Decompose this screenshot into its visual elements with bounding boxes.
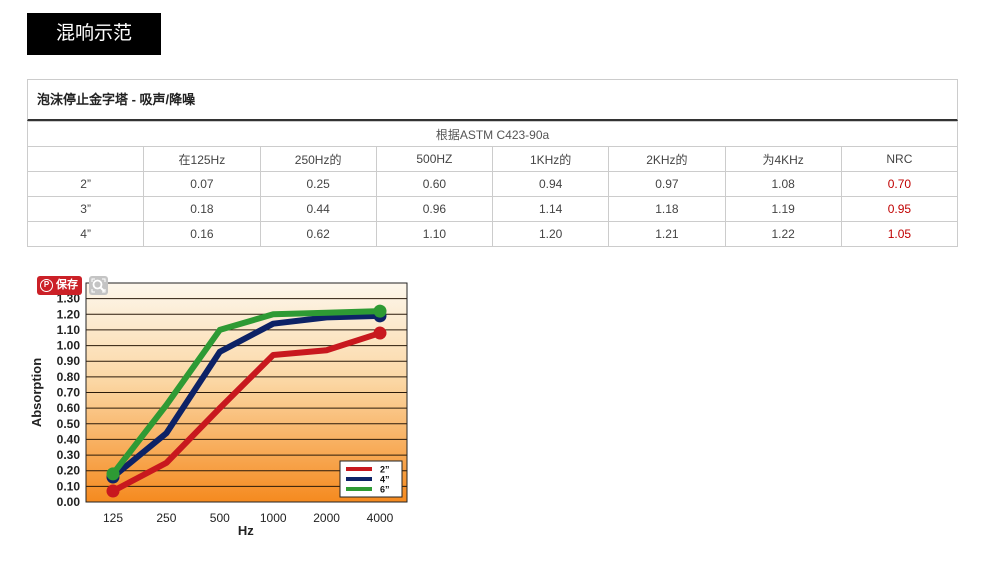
table-cell: 0.25 bbox=[259, 171, 377, 197]
header-cell: 1KHz的 bbox=[491, 146, 610, 172]
y-tick-label: 0.10 bbox=[57, 479, 81, 493]
table-cell: 0.60 bbox=[375, 171, 494, 197]
header-cell: 为4KHz bbox=[724, 146, 842, 172]
y-tick-label: 0.70 bbox=[57, 386, 81, 400]
y-axis-label: Absorption bbox=[29, 358, 44, 427]
header-cell: 2KHz的 bbox=[608, 146, 726, 172]
table-cell: 0.16 bbox=[143, 221, 261, 247]
table-cell: 0.18 bbox=[143, 196, 261, 222]
standard-cell: 根据ASTM C423-90a bbox=[27, 121, 958, 147]
header-cell: NRC bbox=[840, 146, 959, 172]
table-cell: 0.94 bbox=[491, 171, 610, 197]
table-cell: 3” bbox=[26, 196, 145, 222]
table-cell: 1.10 bbox=[375, 221, 494, 247]
legend: 2”4”6” bbox=[339, 460, 403, 498]
table-cell: 1.22 bbox=[724, 221, 842, 247]
x-tick-label: 2000 bbox=[313, 511, 340, 525]
save-button-label: 保存 bbox=[56, 279, 78, 291]
table-caption: 泡沫停止金字塔 - 吸声/降噪 bbox=[27, 79, 958, 121]
legend-label: 4” bbox=[380, 475, 390, 485]
table-cell: 1.08 bbox=[724, 171, 842, 197]
zoom-button[interactable] bbox=[89, 276, 108, 295]
y-tick-label: 0.90 bbox=[57, 354, 81, 368]
absorption-table-panel: 泡沫停止金字塔 - 吸声/降噪 根据ASTM C423-90a 在125Hz 2… bbox=[26, 79, 959, 247]
absorption-table: 根据ASTM C423-90a 在125Hz 250Hz的 500HZ 1KHz… bbox=[26, 121, 959, 247]
table-cell: 0.44 bbox=[259, 196, 377, 222]
table-row: 3” 0.18 0.44 0.96 1.14 1.18 1.19 0.95 bbox=[26, 196, 959, 222]
absorption-chart: 0.00 0.100.20 0.30 0.400.50 0.600.70 0.80 0.90… bbox=[29, 276, 408, 538]
legend-label: 2” bbox=[380, 465, 390, 475]
y-tick-label: 0.80 bbox=[57, 370, 81, 384]
y-tick-label: 0.30 bbox=[57, 448, 81, 462]
nrc-cell: 0.70 bbox=[840, 171, 959, 197]
table-row: 2” 0.07 0.25 0.60 0.94 0.97 1.08 0.70 bbox=[26, 171, 959, 197]
y-tick-label: 0.20 bbox=[57, 464, 81, 478]
series-line bbox=[110, 330, 383, 495]
y-tick-label: 1.20 bbox=[57, 307, 81, 321]
section-title: 混响示范 bbox=[27, 13, 161, 55]
table-cell: 0.62 bbox=[259, 221, 377, 247]
table-cell: 1.21 bbox=[608, 221, 726, 247]
table-cell: 1.20 bbox=[491, 221, 610, 247]
x-axis-label: Hz bbox=[238, 523, 254, 538]
x-tick-label: 500 bbox=[210, 511, 230, 525]
series-line bbox=[110, 312, 383, 480]
series-point bbox=[106, 484, 120, 498]
series-point bbox=[373, 326, 387, 340]
series-point bbox=[106, 467, 120, 481]
header-cell: 500HZ bbox=[375, 146, 494, 172]
absorption-chart-panel: 0.00 0.10 0.20 0.30 0.40 0.50 0.60 0.70 0.80 0.90… bbox=[27, 273, 417, 557]
nrc-cell: 0.95 bbox=[840, 196, 959, 222]
table-cell: 2” bbox=[26, 171, 145, 197]
table-cell: 1.18 bbox=[608, 196, 726, 222]
y-tick-label: 0.40 bbox=[57, 432, 81, 446]
y-tick-label: 0.00 bbox=[57, 495, 81, 509]
legend-label: 6” bbox=[380, 485, 390, 495]
header-cell: 在125Hz bbox=[143, 146, 261, 172]
standard-row: 根据ASTM C423-90a bbox=[27, 121, 958, 147]
x-tick-label: 250 bbox=[156, 511, 176, 525]
pinterest-icon: P bbox=[40, 279, 53, 292]
table-cell: 0.97 bbox=[608, 171, 726, 197]
y-tick-label: 1.00 bbox=[57, 339, 81, 353]
series-line bbox=[110, 308, 383, 477]
x-tick-label: 4000 bbox=[367, 511, 394, 525]
x-tick-label: 1000 bbox=[260, 511, 287, 525]
y-tick-label: 0.50 bbox=[57, 417, 81, 431]
header-cell: 250Hz的 bbox=[259, 146, 377, 172]
y-tick-label: 0.60 bbox=[57, 401, 81, 415]
save-button[interactable]: P 保存 bbox=[37, 276, 82, 295]
nrc-cell: 1.05 bbox=[840, 221, 959, 247]
y-tick-label: 1.10 bbox=[57, 323, 81, 337]
magnifier-icon bbox=[91, 278, 106, 293]
table-cell: 0.96 bbox=[375, 196, 494, 222]
x-tick-label: 125 bbox=[103, 511, 123, 525]
table-cell: 1.14 bbox=[491, 196, 610, 222]
table-cell: 0.07 bbox=[143, 171, 261, 197]
plot-frame bbox=[85, 282, 408, 503]
table-cell: 1.19 bbox=[724, 196, 842, 222]
series-point bbox=[373, 304, 387, 318]
y-tick-label: 1.30 bbox=[57, 292, 81, 306]
table-cell: 4” bbox=[26, 221, 145, 247]
header-row: 在125Hz 250Hz的 500HZ 1KHz的 2KHz的 为4KHz NR… bbox=[26, 146, 959, 172]
header-cell bbox=[26, 146, 145, 172]
table-row: 4” 0.16 0.62 1.10 1.20 1.21 1.22 1.05 bbox=[26, 221, 959, 247]
